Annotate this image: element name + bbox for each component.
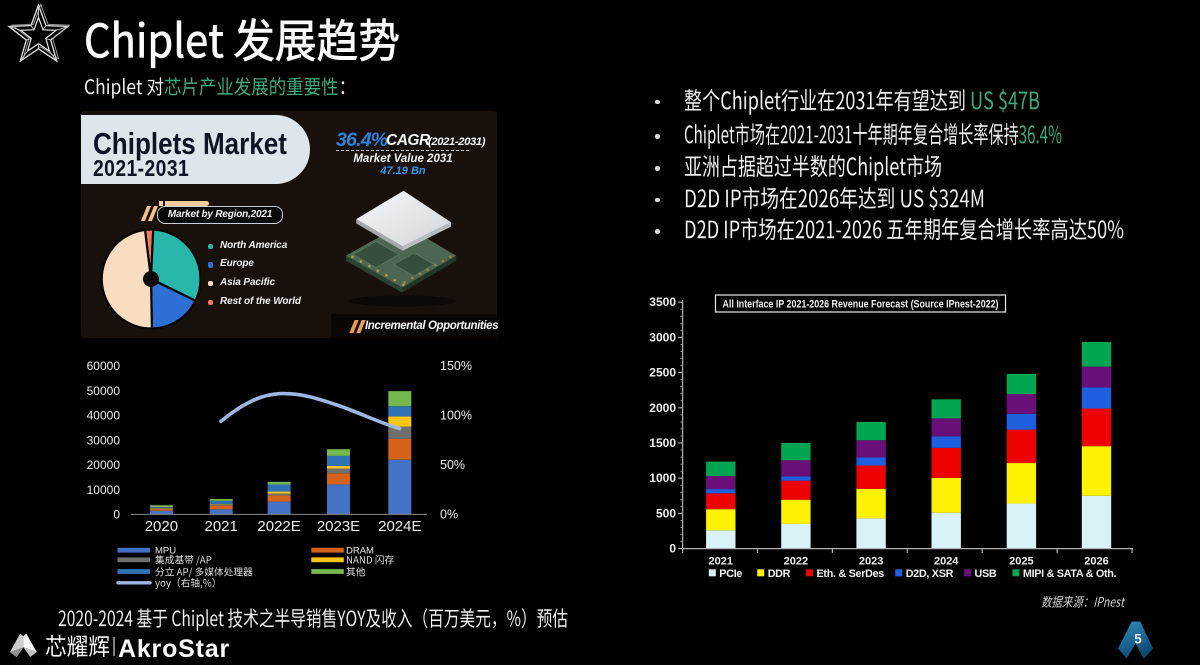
svg-text:Eth. & SerDes: Eth. & SerDes <box>817 568 885 580</box>
svg-text:D2D, XSR: D2D, XSR <box>906 568 954 580</box>
svg-text:USB: USB <box>975 568 997 580</box>
svg-text:2000: 2000 <box>649 401 676 415</box>
svg-text:30000: 30000 <box>87 433 121 447</box>
svg-text:10000: 10000 <box>87 483 121 497</box>
svg-text:100%: 100% <box>440 409 472 423</box>
svg-text:2023E: 2023E <box>317 518 360 535</box>
svg-text:2022: 2022 <box>784 556 808 568</box>
svg-text:DRAM: DRAM <box>346 546 374 557</box>
svg-text:500: 500 <box>656 506 676 520</box>
svg-text:60000: 60000 <box>87 359 121 373</box>
svg-text:0: 0 <box>113 508 120 522</box>
svg-text:2024: 2024 <box>934 556 959 568</box>
svg-text:2024E: 2024E <box>378 518 421 535</box>
svg-text:50000: 50000 <box>87 384 121 398</box>
svg-text:2021: 2021 <box>709 556 733 568</box>
svg-text:3000: 3000 <box>649 330 676 344</box>
svg-text:MIPI & SATA & Oth.: MIPI & SATA & Oth. <box>1023 568 1117 580</box>
svg-text:0%: 0% <box>440 508 458 522</box>
svg-text:40000: 40000 <box>87 409 121 423</box>
svg-text:2022E: 2022E <box>257 518 300 535</box>
svg-text:2025: 2025 <box>1009 556 1033 568</box>
svg-text:2500: 2500 <box>649 366 676 380</box>
svg-text:2021: 2021 <box>205 518 238 535</box>
svg-text:2020: 2020 <box>145 518 178 535</box>
svg-text:PCIe: PCIe <box>719 568 742 580</box>
svg-text:1000: 1000 <box>649 471 676 485</box>
svg-text:150%: 150% <box>440 359 472 373</box>
svg-text:All Interface IP 2021-2026 Rev: All Interface IP 2021-2026 Revenue Forec… <box>723 299 999 311</box>
svg-text:50%: 50% <box>440 458 465 472</box>
svg-text:MPU: MPU <box>155 546 176 557</box>
svg-text:DDR: DDR <box>768 568 791 580</box>
svg-text:1500: 1500 <box>649 436 676 450</box>
svg-text:2023: 2023 <box>859 556 883 568</box>
svg-text:3500: 3500 <box>649 295 676 309</box>
svg-text:5: 5 <box>1134 632 1142 647</box>
svg-text:0: 0 <box>669 542 676 556</box>
svg-text:20000: 20000 <box>87 458 121 472</box>
svg-text:2026: 2026 <box>1084 556 1108 568</box>
